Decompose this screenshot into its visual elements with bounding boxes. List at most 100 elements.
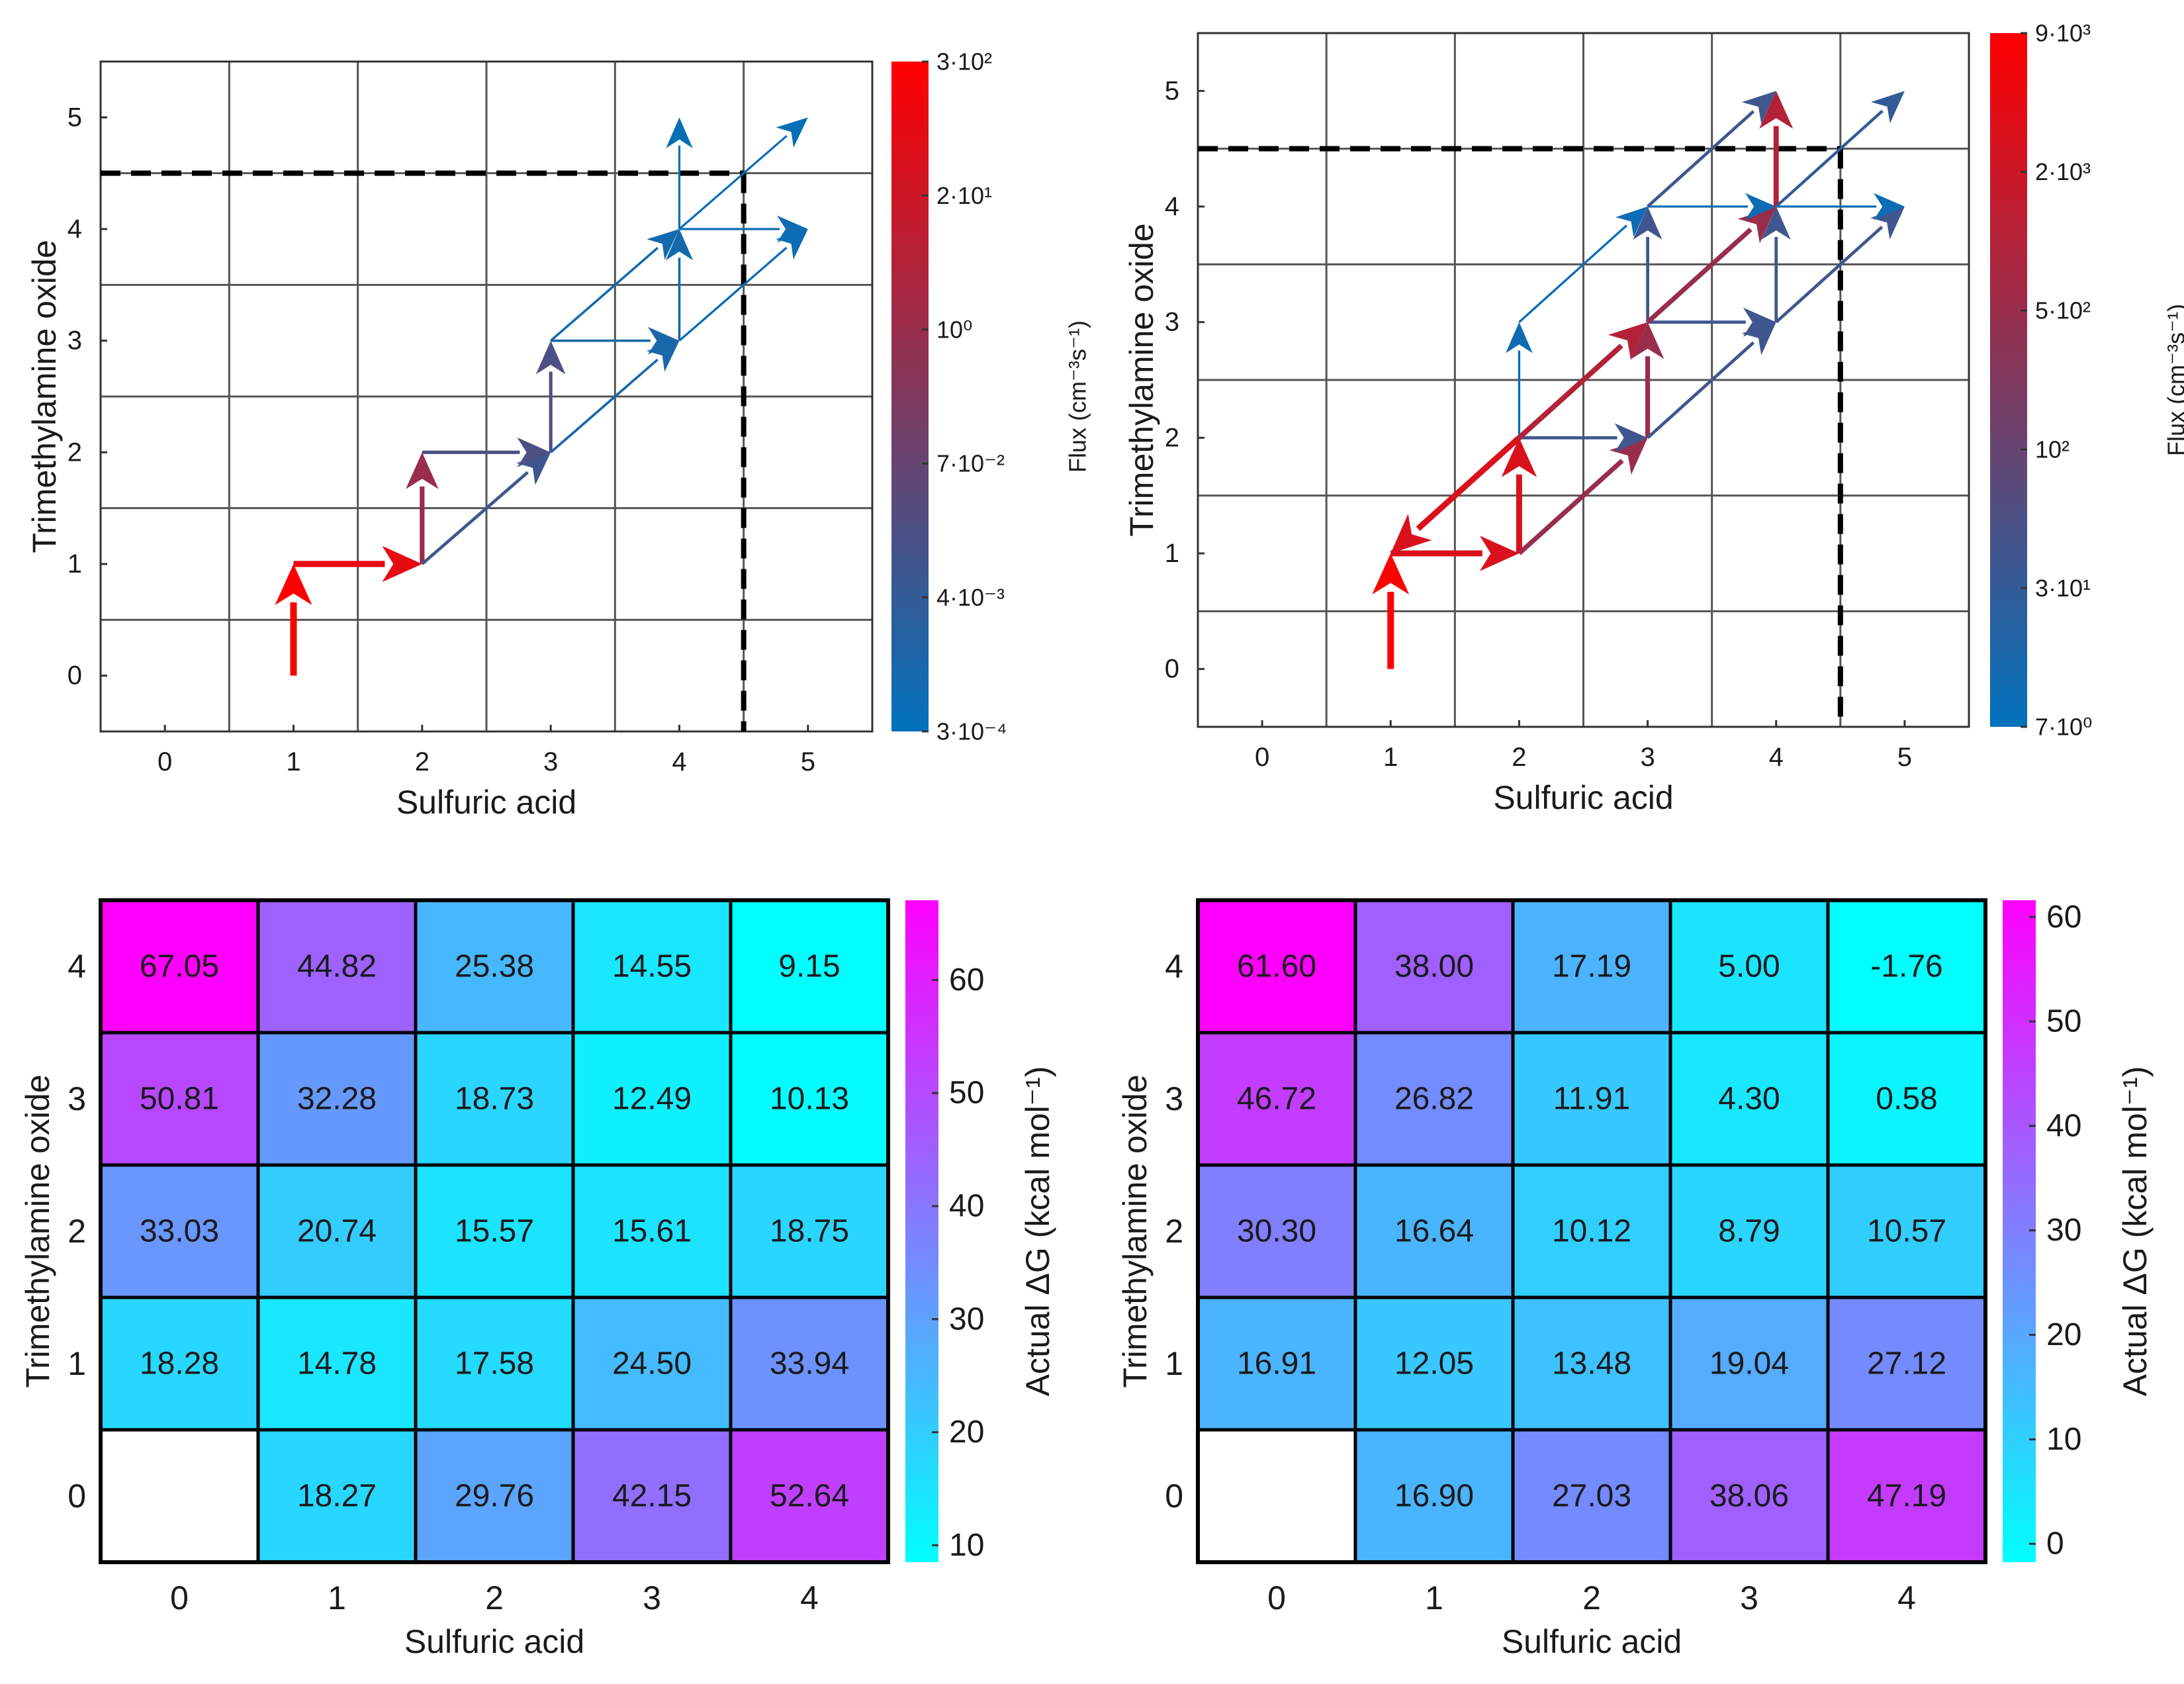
heatmap-cell	[256, 1031, 418, 1167]
heatmap-value: 44.82	[297, 949, 377, 984]
colorbar-tick-label: 10	[2046, 1422, 2081, 1457]
heatmap-cell	[1826, 898, 1987, 1035]
flux-arrow	[1647, 307, 1776, 337]
x-tick-label: 1	[1425, 1579, 1443, 1616]
flux-arrow	[1517, 322, 1648, 440]
flux-arrow	[1390, 536, 1520, 571]
heatmap-value: 18.75	[770, 1214, 849, 1249]
y-tick-label: 0	[68, 1477, 86, 1515]
arrow-head	[1745, 193, 1776, 220]
heatmap-cell	[729, 1428, 890, 1564]
arrow-head	[1615, 207, 1648, 238]
heatmap-cell	[414, 1031, 575, 1167]
heatmap-value: 14.55	[612, 949, 692, 984]
x-tick-label: 2	[1582, 1579, 1601, 1616]
x-tick-label: 2	[485, 1579, 504, 1616]
arrow-head	[1501, 438, 1537, 477]
arrow-shaft	[678, 134, 788, 230]
heatmap-value: 16.90	[1394, 1479, 1474, 1514]
colorbar-tick-label: 3·10⁻⁴	[936, 718, 1007, 745]
heatmap-panel-2: 61.60 38.00 17.19 5.00 -1.76 46.72 26.82 11.91 4…	[1116, 898, 2154, 1660]
colorbar-label: Flux (cm⁻³s⁻¹)	[2163, 304, 2184, 456]
heatmap-value: 38.06	[1709, 1479, 1789, 1514]
arrow-head	[1608, 322, 1648, 360]
arrow-shaft	[678, 246, 788, 342]
flux-arrow	[1775, 207, 1905, 324]
y-tick-label: 0	[68, 661, 82, 690]
heatmap-value: 67.05	[140, 949, 219, 984]
flux-arrow	[293, 545, 422, 583]
heatmap-value: 50.81	[140, 1082, 219, 1117]
colorbar-tick-label: 7·10⁰	[2035, 714, 2092, 741]
arrow-head	[1390, 514, 1432, 553]
x-tick-label: 4	[800, 1579, 819, 1616]
flux-arrow	[1390, 436, 1522, 553]
heatmap-value: 33.94	[770, 1346, 849, 1381]
heatmap-cell	[1511, 1031, 1672, 1167]
flux-arrow	[678, 117, 808, 230]
x-tick-label: 3	[643, 1579, 661, 1616]
heatmap-value: 18.73	[455, 1082, 534, 1117]
heatmap-value: 18.28	[140, 1346, 219, 1381]
heatmap-value: 27.12	[1867, 1346, 1946, 1381]
heatmap-value: 8.79	[1718, 1214, 1780, 1249]
arrow-head	[1633, 207, 1662, 240]
colorbar-label: Flux (cm⁻³s⁻¹)	[1064, 320, 1091, 473]
arrow-head	[647, 326, 680, 355]
heatmap-cell	[1668, 898, 1830, 1035]
colorbar-gradient	[891, 62, 929, 731]
heatmap-cell	[414, 1163, 575, 1299]
heatmap-value: 16.91	[1237, 1346, 1316, 1381]
colorbar-tick-label: 20	[2046, 1317, 2081, 1352]
arrow-head	[535, 340, 566, 375]
heatmap-value: 4.30	[1718, 1082, 1780, 1117]
heatmap-value: 15.57	[455, 1214, 534, 1249]
heatmap-value: 12.49	[612, 1082, 692, 1117]
flux-arrow	[1633, 207, 1662, 322]
heatmap-value: 38.00	[1394, 949, 1474, 984]
x-tick-label: 5	[801, 747, 815, 776]
heatmap-panel-1: 67.05 44.82 25.38 14.55 9.15 50.81 32.28 18.73 1…	[19, 898, 1056, 1660]
y-tick-label: 3	[68, 1080, 86, 1117]
heatmap-value: 12.05	[1394, 1346, 1474, 1381]
flux-arrow	[1646, 207, 1776, 324]
x-tick-label: 5	[1897, 743, 1912, 772]
arrow-head	[517, 437, 551, 467]
x-axis-label: Sulfuric acid	[1502, 1623, 1682, 1660]
heatmap-cell	[1668, 1031, 1830, 1167]
arrow-head	[275, 564, 312, 605]
heatmap-cell	[256, 1295, 418, 1432]
colorbar-tick-label: 4·10⁻³	[936, 584, 1005, 611]
colorbar-tick-label: 2·10³	[2035, 158, 2091, 185]
flux-arrow	[406, 452, 439, 564]
colorbar-tick-label: 30	[2046, 1213, 2081, 1248]
heatmap-cell	[571, 898, 733, 1035]
heatmap-value: 25.38	[455, 949, 534, 984]
heatmap-value: 33.03	[140, 1214, 219, 1249]
x-tick-label: 0	[1267, 1579, 1286, 1616]
arrow-shaft	[421, 471, 529, 565]
y-tick-label: 2	[68, 1213, 86, 1250]
y-tick-label: 0	[1165, 655, 1179, 684]
heatmap-value: 19.04	[1709, 1346, 1789, 1381]
plot-frame	[99, 60, 874, 733]
x-tick-label: 0	[170, 1579, 189, 1616]
flux-arrow	[665, 229, 694, 341]
colorbar-label: Actual ΔG (kcal mol⁻¹)	[2116, 1066, 2154, 1397]
heatmap-value: 47.19	[1867, 1479, 1946, 1514]
x-axis-label: Sulfuric acid	[1493, 779, 1673, 816]
arrow-head	[1372, 553, 1410, 594]
x-tick-label: 0	[158, 747, 172, 776]
colorbar-tick-label: 60	[949, 962, 984, 998]
heatmap-value: 10.57	[1867, 1214, 1946, 1249]
x-tick-label: 2	[1512, 743, 1526, 772]
heatmap-cell	[1826, 1163, 1987, 1299]
flux-arrow	[1501, 438, 1537, 553]
heatmap-value: 13.48	[1552, 1346, 1631, 1381]
heatmap-cell	[1511, 898, 1672, 1035]
y-tick-label: 3	[1165, 1080, 1183, 1117]
flux-arrow	[535, 340, 566, 453]
heatmap-cell	[1353, 1163, 1515, 1299]
heatmap-value: 26.82	[1394, 1082, 1474, 1117]
